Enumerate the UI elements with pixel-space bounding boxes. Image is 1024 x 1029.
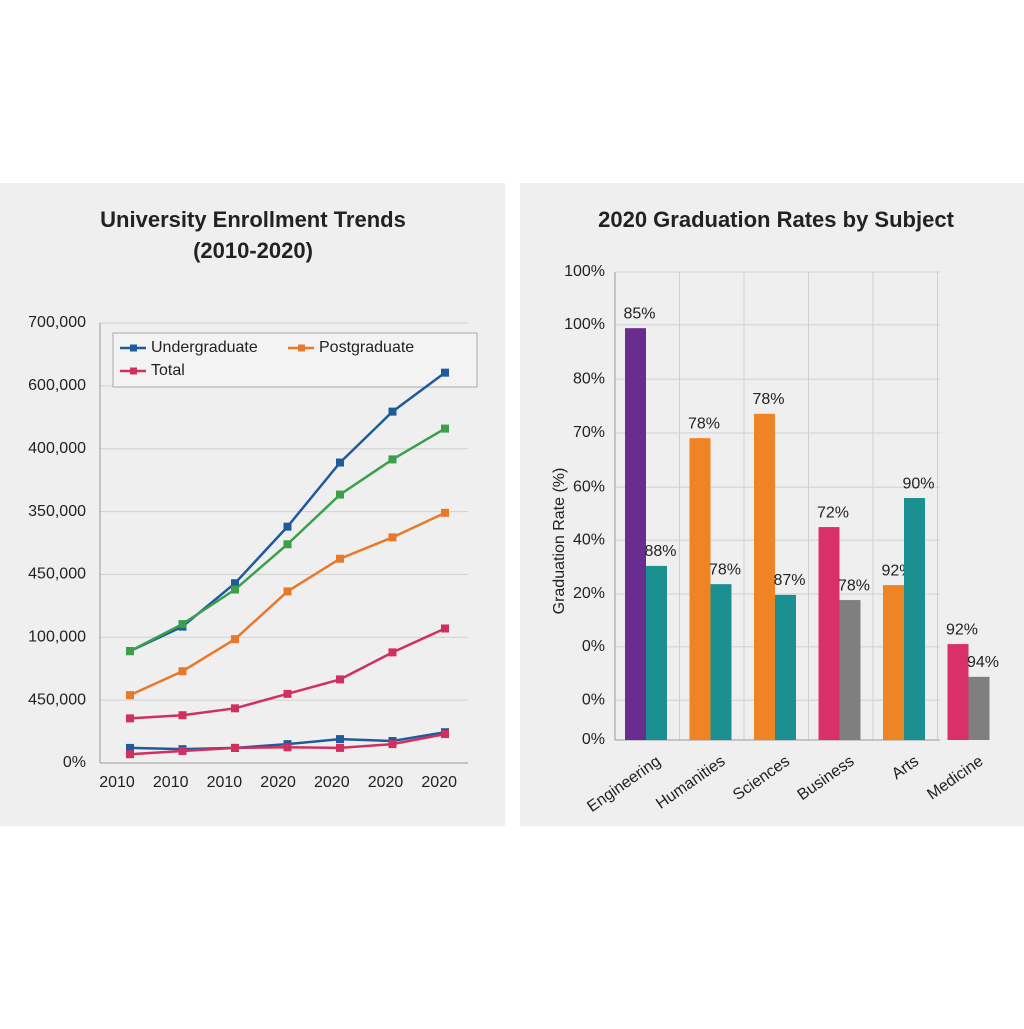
bar xyxy=(883,585,904,740)
point xyxy=(178,667,187,676)
left-panel xyxy=(0,183,505,826)
y-tick-label: 20% xyxy=(573,585,605,602)
point xyxy=(231,743,239,752)
y-axis-label: Graduation Rate (%) xyxy=(551,468,568,615)
y-tick-label: 350,000 xyxy=(28,503,86,520)
y-tick-label: 700,000 xyxy=(28,314,86,331)
y-tick-label: 0% xyxy=(582,691,605,708)
data-label: 92% xyxy=(946,621,978,638)
bar xyxy=(646,565,667,740)
x-tick-label: 2020 xyxy=(368,774,404,791)
x-tick-label: 2010 xyxy=(99,774,135,791)
legend-marker xyxy=(130,367,137,375)
bar xyxy=(818,527,840,740)
point xyxy=(336,735,344,744)
point xyxy=(126,647,134,656)
data-label: 85% xyxy=(623,305,655,322)
y-tick-label: 100% xyxy=(564,263,605,280)
data-label: 78% xyxy=(709,561,741,578)
data-label: 94% xyxy=(967,654,999,671)
legend-label: Total xyxy=(151,362,185,379)
bar xyxy=(689,438,711,740)
legend-marker xyxy=(130,344,137,352)
point xyxy=(283,743,292,752)
point xyxy=(126,691,134,700)
point xyxy=(441,368,449,377)
bar xyxy=(710,584,732,740)
bar xyxy=(754,413,775,740)
data-label: 87% xyxy=(773,572,805,589)
point xyxy=(178,747,187,756)
data-label: 78% xyxy=(752,391,784,408)
data-label: 88% xyxy=(644,543,676,560)
point xyxy=(283,522,292,531)
data-label: 72% xyxy=(817,504,849,521)
point xyxy=(283,587,292,596)
x-tick-label: 2010 xyxy=(153,774,189,791)
point xyxy=(388,533,397,542)
chart-title: University Enrollment Trends xyxy=(100,207,406,232)
point xyxy=(231,704,239,713)
point xyxy=(231,585,239,594)
y-tick-label: 80% xyxy=(573,370,605,387)
bar xyxy=(775,594,796,740)
data-label: 90% xyxy=(902,475,934,492)
point xyxy=(388,407,397,416)
point xyxy=(336,458,344,467)
point xyxy=(336,675,344,684)
y-tick-label: 400,000 xyxy=(28,440,86,457)
point xyxy=(231,635,239,644)
bar xyxy=(968,676,990,740)
y-tick-label: 450,000 xyxy=(28,691,86,708)
bar xyxy=(904,498,925,740)
y-tick-label: 40% xyxy=(573,531,605,548)
point xyxy=(441,508,449,517)
x-tick-label: 2010 xyxy=(207,774,243,791)
y-tick-label: 450,000 xyxy=(28,566,86,583)
y-tick-label: 100,000 xyxy=(28,629,86,646)
bar xyxy=(839,600,861,740)
y-tick-label: 70% xyxy=(573,424,605,441)
point xyxy=(126,743,134,752)
point xyxy=(441,424,449,433)
chart-title: 2020 Graduation Rates by Subject xyxy=(598,207,954,232)
point xyxy=(336,490,344,499)
legend-box xyxy=(112,332,478,388)
point xyxy=(388,648,397,657)
chart-title: (2010-2020) xyxy=(193,238,313,263)
point xyxy=(388,740,397,749)
point xyxy=(441,730,449,739)
point xyxy=(336,743,344,752)
legend-label: Undergraduate xyxy=(151,339,258,356)
point xyxy=(231,579,239,588)
legend-marker xyxy=(298,344,305,352)
point xyxy=(388,455,397,464)
point xyxy=(126,750,134,759)
data-label: 78% xyxy=(838,577,870,594)
data-label: 78% xyxy=(688,415,720,432)
point xyxy=(283,689,292,698)
x-tick-label: 2020 xyxy=(314,774,350,791)
legend-label: Postgraduate xyxy=(319,339,414,356)
y-tick-label: 0% xyxy=(582,638,605,655)
bar xyxy=(947,644,969,740)
x-tick-label: 2020 xyxy=(421,774,457,791)
y-tick-label: 100% xyxy=(564,316,605,333)
bar xyxy=(625,328,646,740)
point xyxy=(441,624,449,633)
y-tick-label: 0% xyxy=(63,754,86,771)
point xyxy=(336,554,344,563)
point xyxy=(283,540,292,549)
point xyxy=(178,711,187,720)
y-tick-label: 60% xyxy=(573,478,605,495)
point xyxy=(178,620,187,629)
y-tick-label: 600,000 xyxy=(28,377,86,394)
x-tick-label: 2020 xyxy=(260,774,296,791)
y-tick-label: 0% xyxy=(582,731,605,748)
point xyxy=(126,714,134,723)
